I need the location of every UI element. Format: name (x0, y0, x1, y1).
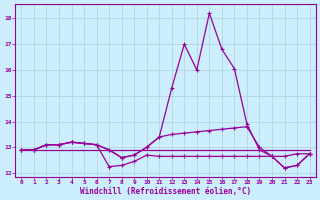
X-axis label: Windchill (Refroidissement éolien,°C): Windchill (Refroidissement éolien,°C) (80, 187, 251, 196)
